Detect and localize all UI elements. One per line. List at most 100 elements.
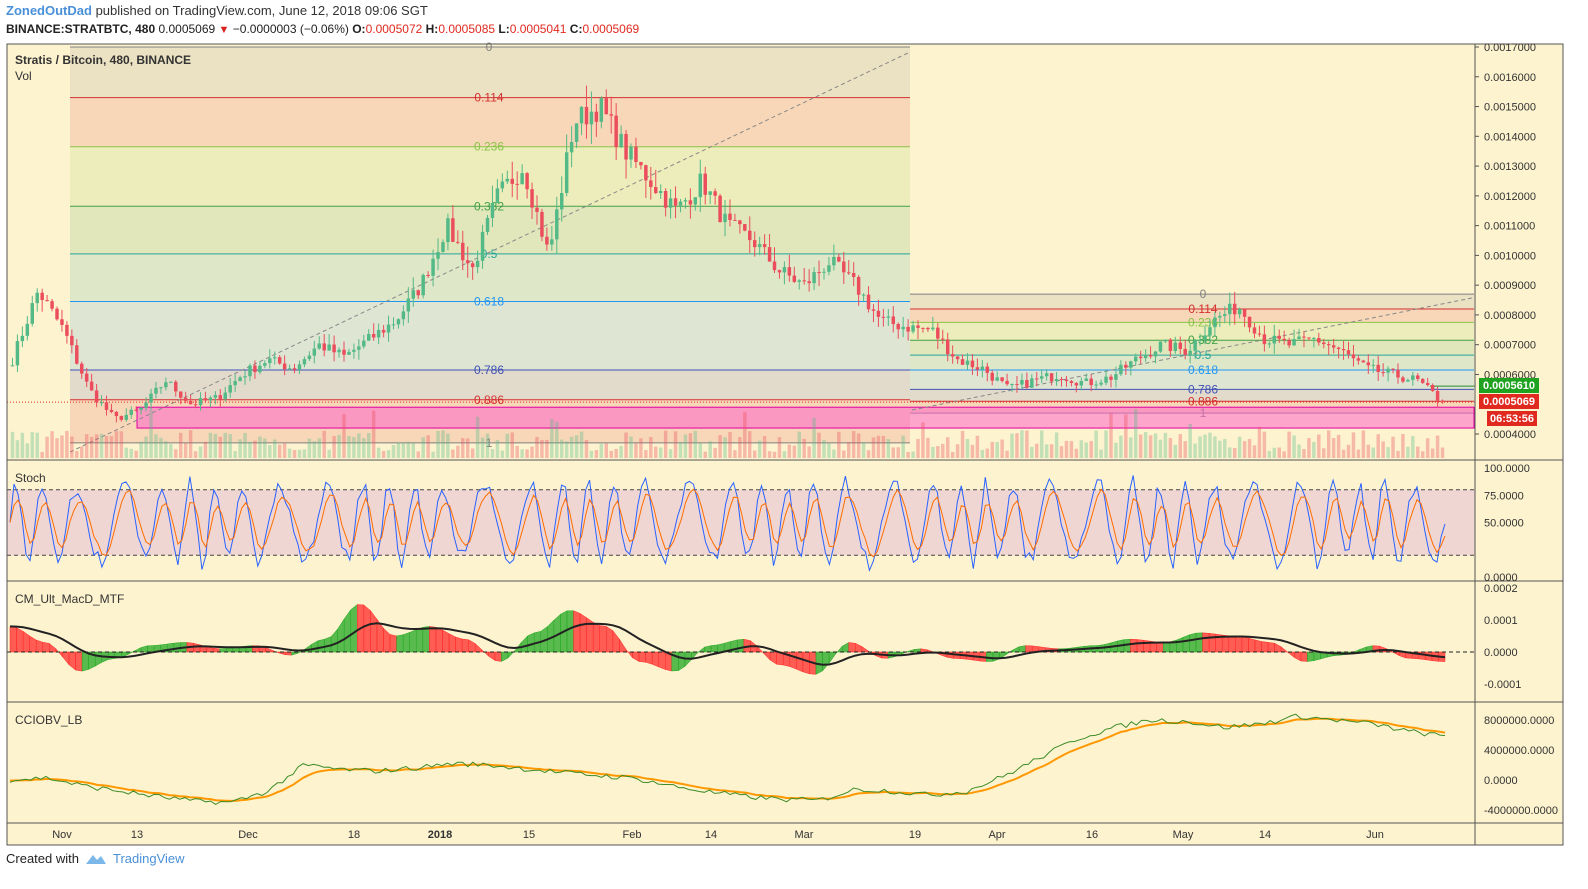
volume-bar	[1326, 430, 1331, 458]
candle-body	[866, 294, 871, 310]
candle-body	[307, 355, 312, 360]
badge-green-text: 0.0005610	[1483, 380, 1535, 392]
macd-area-segment	[396, 634, 404, 653]
volume-bar	[89, 436, 94, 458]
candle-body	[560, 192, 564, 210]
time-tick-label: 15	[523, 829, 535, 841]
candle-body	[426, 274, 430, 276]
volume-bar	[1094, 430, 1098, 458]
volume-bar	[277, 444, 282, 458]
volume-bar	[84, 434, 89, 458]
volume-bar	[1416, 446, 1420, 458]
volume-bar	[649, 437, 653, 458]
volume-bar	[178, 432, 183, 458]
fib-level-label: 0.618	[1188, 363, 1218, 377]
candle-body	[945, 339, 950, 355]
volume-bar	[891, 447, 895, 458]
trend-line-1[interactable]	[69, 51, 911, 453]
volume-bar	[60, 435, 64, 458]
tradingview-link[interactable]: TradingView	[112, 851, 185, 866]
candle-body	[461, 242, 465, 261]
volume-bar	[1069, 441, 1074, 458]
volume-bar	[1168, 438, 1173, 458]
fib-level-label: 0	[1200, 287, 1207, 301]
high-label: H:	[425, 22, 439, 36]
volume-bar	[945, 437, 950, 458]
candle-body	[569, 141, 574, 153]
candle-body	[1322, 342, 1326, 345]
macd-area-segment	[448, 633, 456, 653]
candle-body	[1198, 339, 1202, 341]
candle-body	[757, 244, 762, 248]
candle-body	[1084, 378, 1088, 382]
volume-bar	[1252, 445, 1257, 458]
volume-bar	[1317, 434, 1321, 458]
candle-body	[1267, 343, 1272, 345]
volume-bar	[94, 434, 99, 458]
volume-bar	[871, 437, 876, 458]
macd-area-segment	[389, 634, 397, 653]
stoch-pane-bg	[7, 460, 1475, 581]
stoch-axis-ticks: 100.0000 75.0000 50.0000 0.0000	[1484, 463, 1530, 584]
candle-body	[594, 111, 599, 122]
candle-body	[931, 327, 935, 330]
fib-retracement-1[interactable]: 0 0.114 0.236 0.382 0.5 0.618 0.786 0.886 1	[70, 40, 910, 450]
volume-bar	[1440, 447, 1445, 458]
price-tick-label: 0.0016000	[1484, 72, 1536, 84]
candle-body	[896, 324, 900, 330]
volume-bar	[837, 431, 841, 458]
volume-bar	[654, 446, 658, 458]
volume-bar	[861, 442, 866, 458]
price-axis-bg	[1475, 44, 1563, 823]
demand-zone[interactable]	[136, 406, 1475, 429]
author-link[interactable]: ZonedOutDad	[6, 3, 92, 18]
candle-body	[698, 173, 703, 198]
macd-area-segment	[147, 645, 155, 653]
volume-bar	[663, 430, 668, 458]
volume-bar	[1336, 434, 1341, 458]
macd-area-segment	[802, 651, 810, 675]
volume-bar	[1124, 414, 1128, 458]
candle-body	[40, 292, 44, 301]
volume-bar	[1282, 451, 1286, 458]
candle-body	[688, 200, 693, 205]
candle-body	[1371, 364, 1375, 366]
macd-area-segment	[108, 651, 116, 660]
fib-level-label: 0.786	[1188, 382, 1218, 396]
fib-level-label: 0.786	[474, 363, 504, 377]
volume-bar	[1064, 440, 1069, 458]
volume-bar	[604, 443, 608, 458]
candle-body	[1104, 376, 1108, 383]
macd-area-segment	[1130, 638, 1138, 653]
candle-body	[683, 200, 688, 202]
time-tick-label: 19	[909, 829, 921, 841]
symbol-label[interactable]: BINANCE:STRATBTC, 480	[6, 22, 156, 36]
volume-bar	[55, 438, 59, 458]
time-tick-label: 14	[1259, 829, 1271, 841]
candle-body	[911, 325, 915, 332]
candle-body	[391, 324, 396, 326]
candle-body	[733, 219, 737, 221]
volume-bar	[1129, 437, 1133, 458]
candle-body	[431, 258, 435, 276]
macd-area-segment	[1307, 651, 1315, 662]
candle-body	[401, 311, 406, 320]
candle-body	[1242, 309, 1247, 317]
macd-area-segment	[42, 641, 50, 653]
candle-body	[589, 111, 594, 125]
candle-body	[535, 207, 539, 212]
stoch-tick-label: 50.0000	[1484, 518, 1524, 530]
volume-bar	[738, 437, 742, 458]
volume-bar	[936, 446, 940, 458]
candle-body	[1381, 372, 1385, 374]
volume-bar	[876, 435, 881, 458]
macd-area-segment	[9, 626, 17, 653]
candle-body	[1089, 378, 1093, 386]
fib-level-label: 0.886	[1188, 394, 1218, 408]
volume-bar	[515, 445, 519, 458]
volume-bar	[208, 432, 213, 458]
volume-bar	[1109, 413, 1113, 458]
price-tick-label: 0.0015000	[1484, 102, 1536, 114]
